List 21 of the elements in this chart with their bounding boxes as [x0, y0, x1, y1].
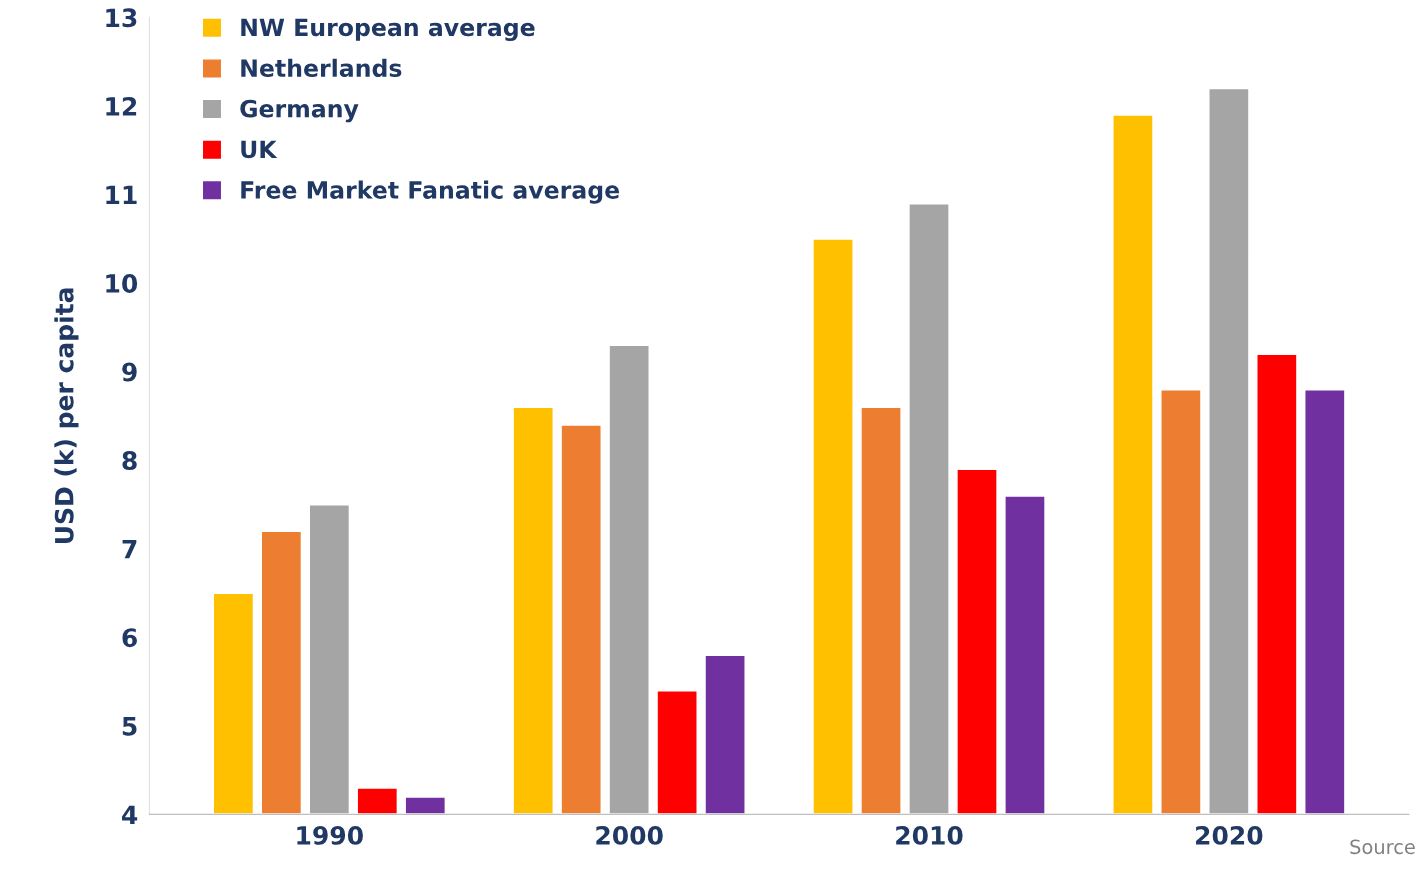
legend-label: UK: [241, 140, 278, 159]
y-tick-label: 5: [122, 717, 137, 736]
x-tick-label: 2010: [896, 825, 963, 845]
y-axis-title: USD (k) per capita: [54, 288, 79, 544]
x-tick-label: 2000: [596, 825, 663, 845]
y-tick-label: 11: [106, 185, 137, 205]
y-tick-label: 7: [122, 540, 137, 559]
y-tick-label: 4: [122, 805, 138, 824]
legend-label: Germany: [240, 99, 359, 123]
y-tick-label: 6: [122, 628, 137, 648]
legend-label: NW European average: [241, 18, 535, 42]
x-tick-label: 2020: [1196, 825, 1263, 845]
legend-label: Netherlands: [241, 58, 402, 78]
y-tick-label: 13: [106, 8, 137, 28]
x-tick-label: 1990: [297, 825, 363, 845]
y-tick-label: 10: [106, 274, 138, 293]
text: Source: [1350, 839, 1415, 855]
y-tick-label: 12: [106, 96, 137, 116]
y-tick-label: 8: [122, 451, 137, 471]
y-tick-label: 9: [122, 362, 137, 382]
legend-label: Free Market Fanatic average: [241, 180, 620, 204]
